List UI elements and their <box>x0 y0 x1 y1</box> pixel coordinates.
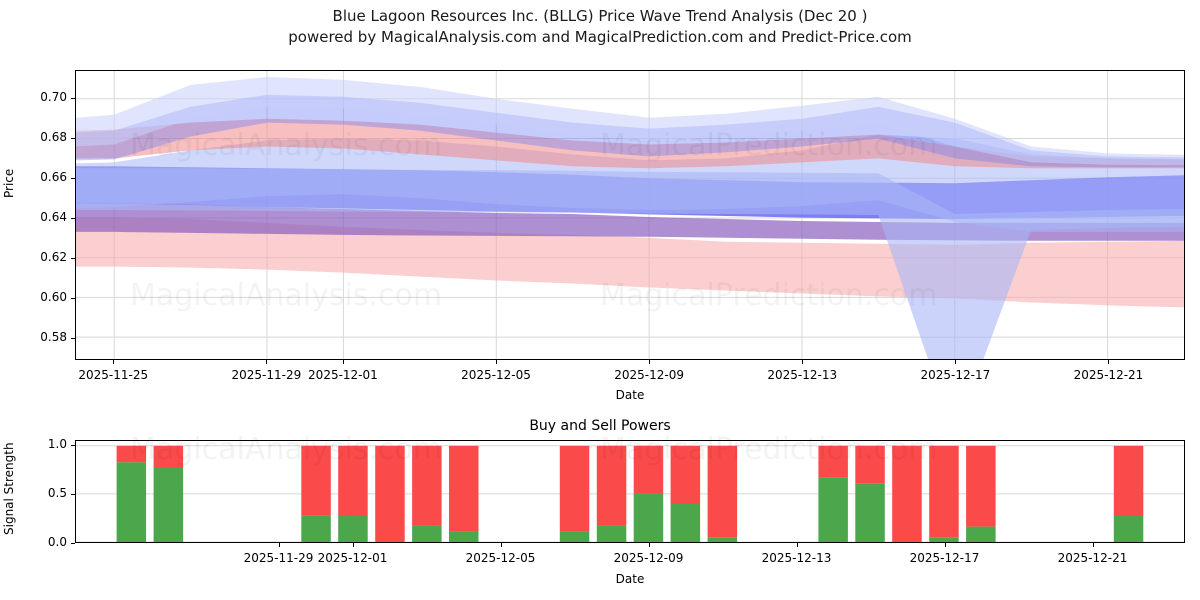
price-x-tick-label: 2025-12-09 <box>614 368 684 382</box>
price-y-tick-label: 0.62 <box>40 250 67 264</box>
price-x-tick-label: 2025-12-21 <box>1073 368 1144 382</box>
buy-power-bar[interactable] <box>1113 516 1144 542</box>
price-x-tick-label: 2025-12-13 <box>767 368 838 382</box>
powers-y-tick-mark <box>71 543 75 544</box>
chart-title-line-1: Blue Lagoon Resources Inc. (BLLG) Price … <box>332 7 868 25</box>
powers-x-tick-mark <box>500 543 502 547</box>
powers-chart-x-axis-label: Date <box>615 572 645 586</box>
powers-x-tick-mark <box>278 543 280 547</box>
powers-x-tick-label: 2025-11-29 <box>243 551 314 565</box>
price-x-tick-mark <box>266 360 268 364</box>
price-band-pale-blue-halo-band <box>76 77 1184 166</box>
powers-x-tick-mark <box>648 543 650 547</box>
price-x-tick-label: 2025-12-01 <box>308 368 378 382</box>
buy-power-bar[interactable] <box>966 526 996 542</box>
powers-x-tick-label: 2025-12-05 <box>465 551 536 565</box>
chart-title-line-2: powered by MagicalAnalysis.com and Magic… <box>288 28 912 46</box>
price-x-tick-label: 2025-12-17 <box>920 368 991 382</box>
buy-power-bar[interactable] <box>633 493 664 542</box>
powers-x-tick-label: 2025-12-09 <box>613 551 684 565</box>
price-y-tick-label: 0.64 <box>40 210 67 224</box>
buy-power-bar[interactable] <box>301 515 331 542</box>
price-y-tick-label: 0.58 <box>40 330 67 344</box>
price-y-tick-label: 0.68 <box>40 130 67 144</box>
buy-power-bar[interactable] <box>596 525 627 542</box>
buy-power-bar[interactable] <box>153 467 184 542</box>
price-x-tick-label: 2025-11-25 <box>78 368 149 382</box>
price-y-tick-mark <box>71 178 75 179</box>
buy-power-bar[interactable] <box>670 503 701 543</box>
sell-power-bar[interactable] <box>449 445 479 532</box>
buy-power-bar[interactable] <box>412 525 442 542</box>
price-chart-x-axis-label: Date <box>615 388 645 402</box>
sell-power-bar[interactable] <box>338 445 368 516</box>
powers-x-tick-mark <box>796 543 798 547</box>
buy-power-bar[interactable] <box>338 516 368 542</box>
price-x-tick-label: 2025-12-05 <box>461 368 531 382</box>
powers-x-tick-label: 2025-12-17 <box>909 551 980 565</box>
sell-power-bar[interactable] <box>892 445 922 542</box>
buy-power-bar[interactable] <box>559 531 590 542</box>
powers-x-tick-mark <box>352 543 354 547</box>
price-x-tick-label: 2025-11-29 <box>231 368 302 382</box>
buy-power-bar[interactable] <box>116 462 147 542</box>
buy-power-bar[interactable] <box>929 537 959 542</box>
price-band-light-blue-dip-band <box>76 168 1184 359</box>
powers-x-tick-label: 2025-12-13 <box>761 551 832 565</box>
price-y-tick-mark <box>71 298 75 299</box>
powers-y-tick-label: 0.0 <box>47 535 67 549</box>
sell-power-bar[interactable] <box>153 445 184 467</box>
sell-power-bar[interactable] <box>1113 445 1144 516</box>
powers-y-tick-label: 0.5 <box>47 485 67 500</box>
price-y-tick-mark <box>71 258 75 259</box>
price-y-tick-label: 0.60 <box>40 290 67 304</box>
powers-x-tick-label: 2025-12-21 <box>1057 551 1128 565</box>
sell-power-bar[interactable] <box>375 445 405 542</box>
buy-power-bar[interactable] <box>855 483 885 542</box>
sell-power-bar[interactable] <box>301 445 331 516</box>
sell-power-bar[interactable] <box>670 445 701 504</box>
price-y-tick-label: 0.70 <box>40 90 67 104</box>
sell-power-bar[interactable] <box>855 445 885 484</box>
sell-power-bar[interactable] <box>966 445 996 527</box>
price-y-tick-mark <box>71 98 75 99</box>
powers-x-tick-label: 2025-12-01 <box>317 551 388 565</box>
price-chart-svg <box>76 71 1184 359</box>
price-x-tick-mark <box>496 360 498 364</box>
powers-y-tick-mark <box>71 493 75 495</box>
sell-power-bar[interactable] <box>116 445 147 463</box>
sell-power-bar[interactable] <box>596 445 627 526</box>
price-x-tick-mark <box>649 360 651 364</box>
powers-chart-svg <box>76 445 1184 543</box>
powers-y-tick-label: 1.0 <box>47 436 67 451</box>
price-band-red-upper-band <box>76 118 1184 169</box>
price-y-tick-mark <box>71 218 75 219</box>
price-chart-plot-area <box>75 70 1185 360</box>
powers-x-tick-mark <box>944 543 946 547</box>
sell-power-bar[interactable] <box>633 445 664 494</box>
price-x-tick-mark <box>113 360 115 364</box>
sell-power-bar[interactable] <box>559 445 590 532</box>
price-x-tick-mark <box>802 360 804 364</box>
price-y-tick-mark <box>71 338 75 339</box>
powers-chart-plot-area <box>75 440 1185 543</box>
price-y-tick-mark <box>71 138 75 139</box>
powers-chart-title: Buy and Sell Powers <box>529 418 671 434</box>
sell-power-bar[interactable] <box>707 445 738 538</box>
price-y-tick-label: 0.66 <box>40 170 67 184</box>
powers-x-tick-mark <box>1092 543 1094 547</box>
price-x-tick-mark <box>955 360 957 364</box>
buy-power-bar[interactable] <box>707 537 738 542</box>
price-x-tick-mark <box>342 360 344 364</box>
sell-power-bar[interactable] <box>412 445 442 526</box>
sell-power-bar[interactable] <box>818 445 848 478</box>
price-x-tick-mark <box>1108 360 1110 364</box>
sell-power-bar[interactable] <box>929 445 959 538</box>
buy-power-bar[interactable] <box>818 477 848 542</box>
powers-y-tick-mark <box>71 444 75 446</box>
buy-power-bar[interactable] <box>449 531 479 542</box>
chart-title-block: Blue Lagoon Resources Inc. (BLLG) Price … <box>0 6 1200 48</box>
